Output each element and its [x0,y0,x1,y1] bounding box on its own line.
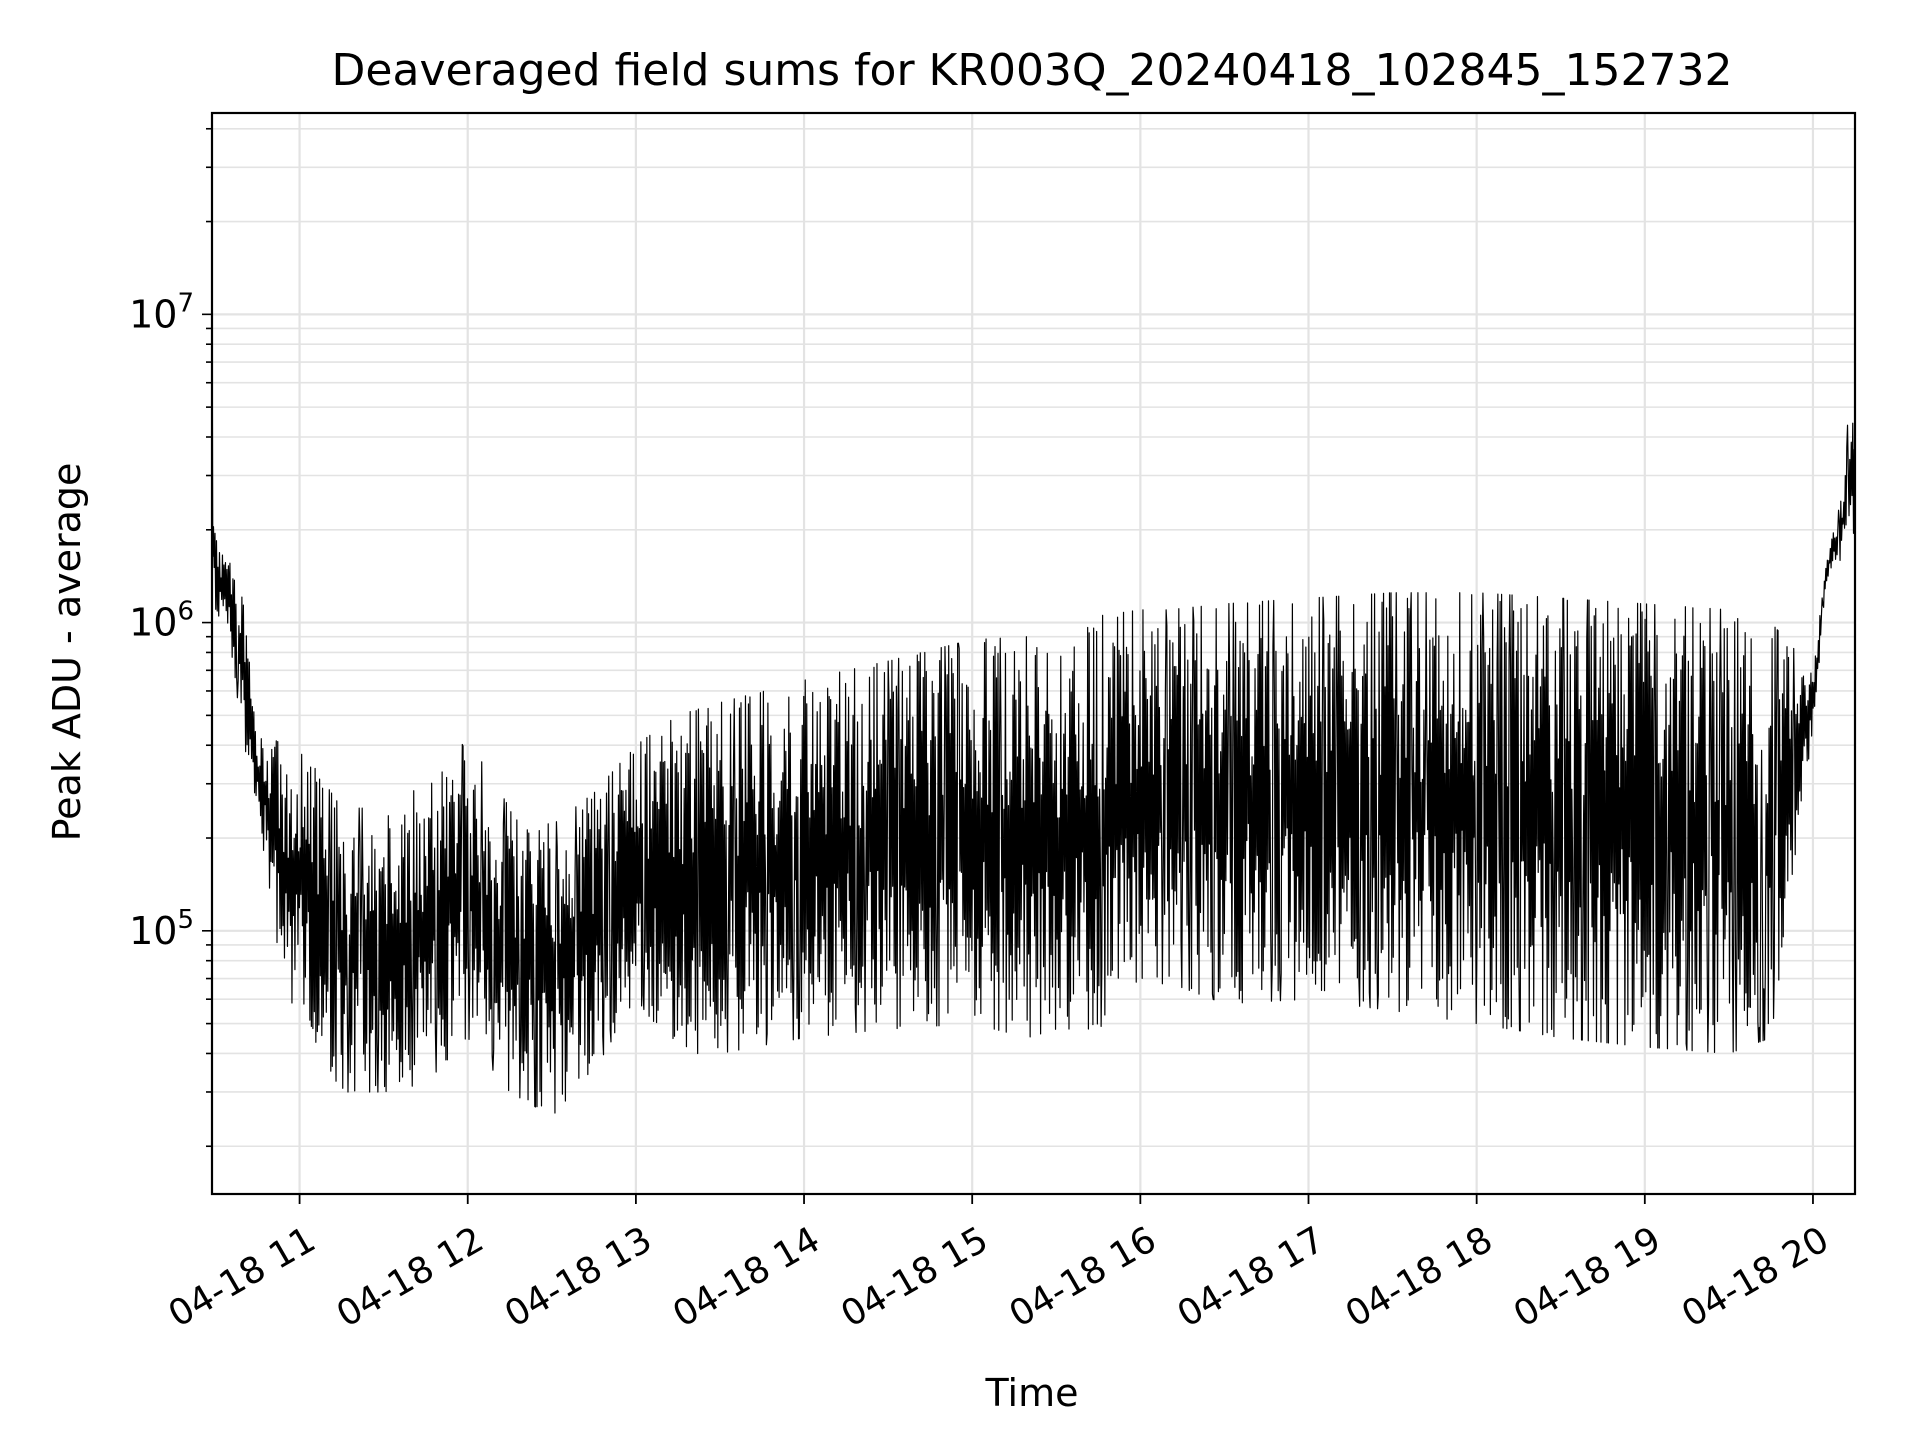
series-line [211,239,1856,1114]
y-tick-label: 106 [129,597,194,645]
y-tick-label: 107 [129,288,194,336]
axes [210,111,1857,1196]
y-axis-label: Peak ADU - average [45,463,89,842]
y-tick-label: 105 [129,905,194,953]
data-layer [211,239,1856,1114]
chart-title: Deaveraged field sums for KR003Q_2024041… [332,45,1733,96]
plot-frame [210,111,1857,1196]
x-axis-label: Time [985,1371,1079,1415]
